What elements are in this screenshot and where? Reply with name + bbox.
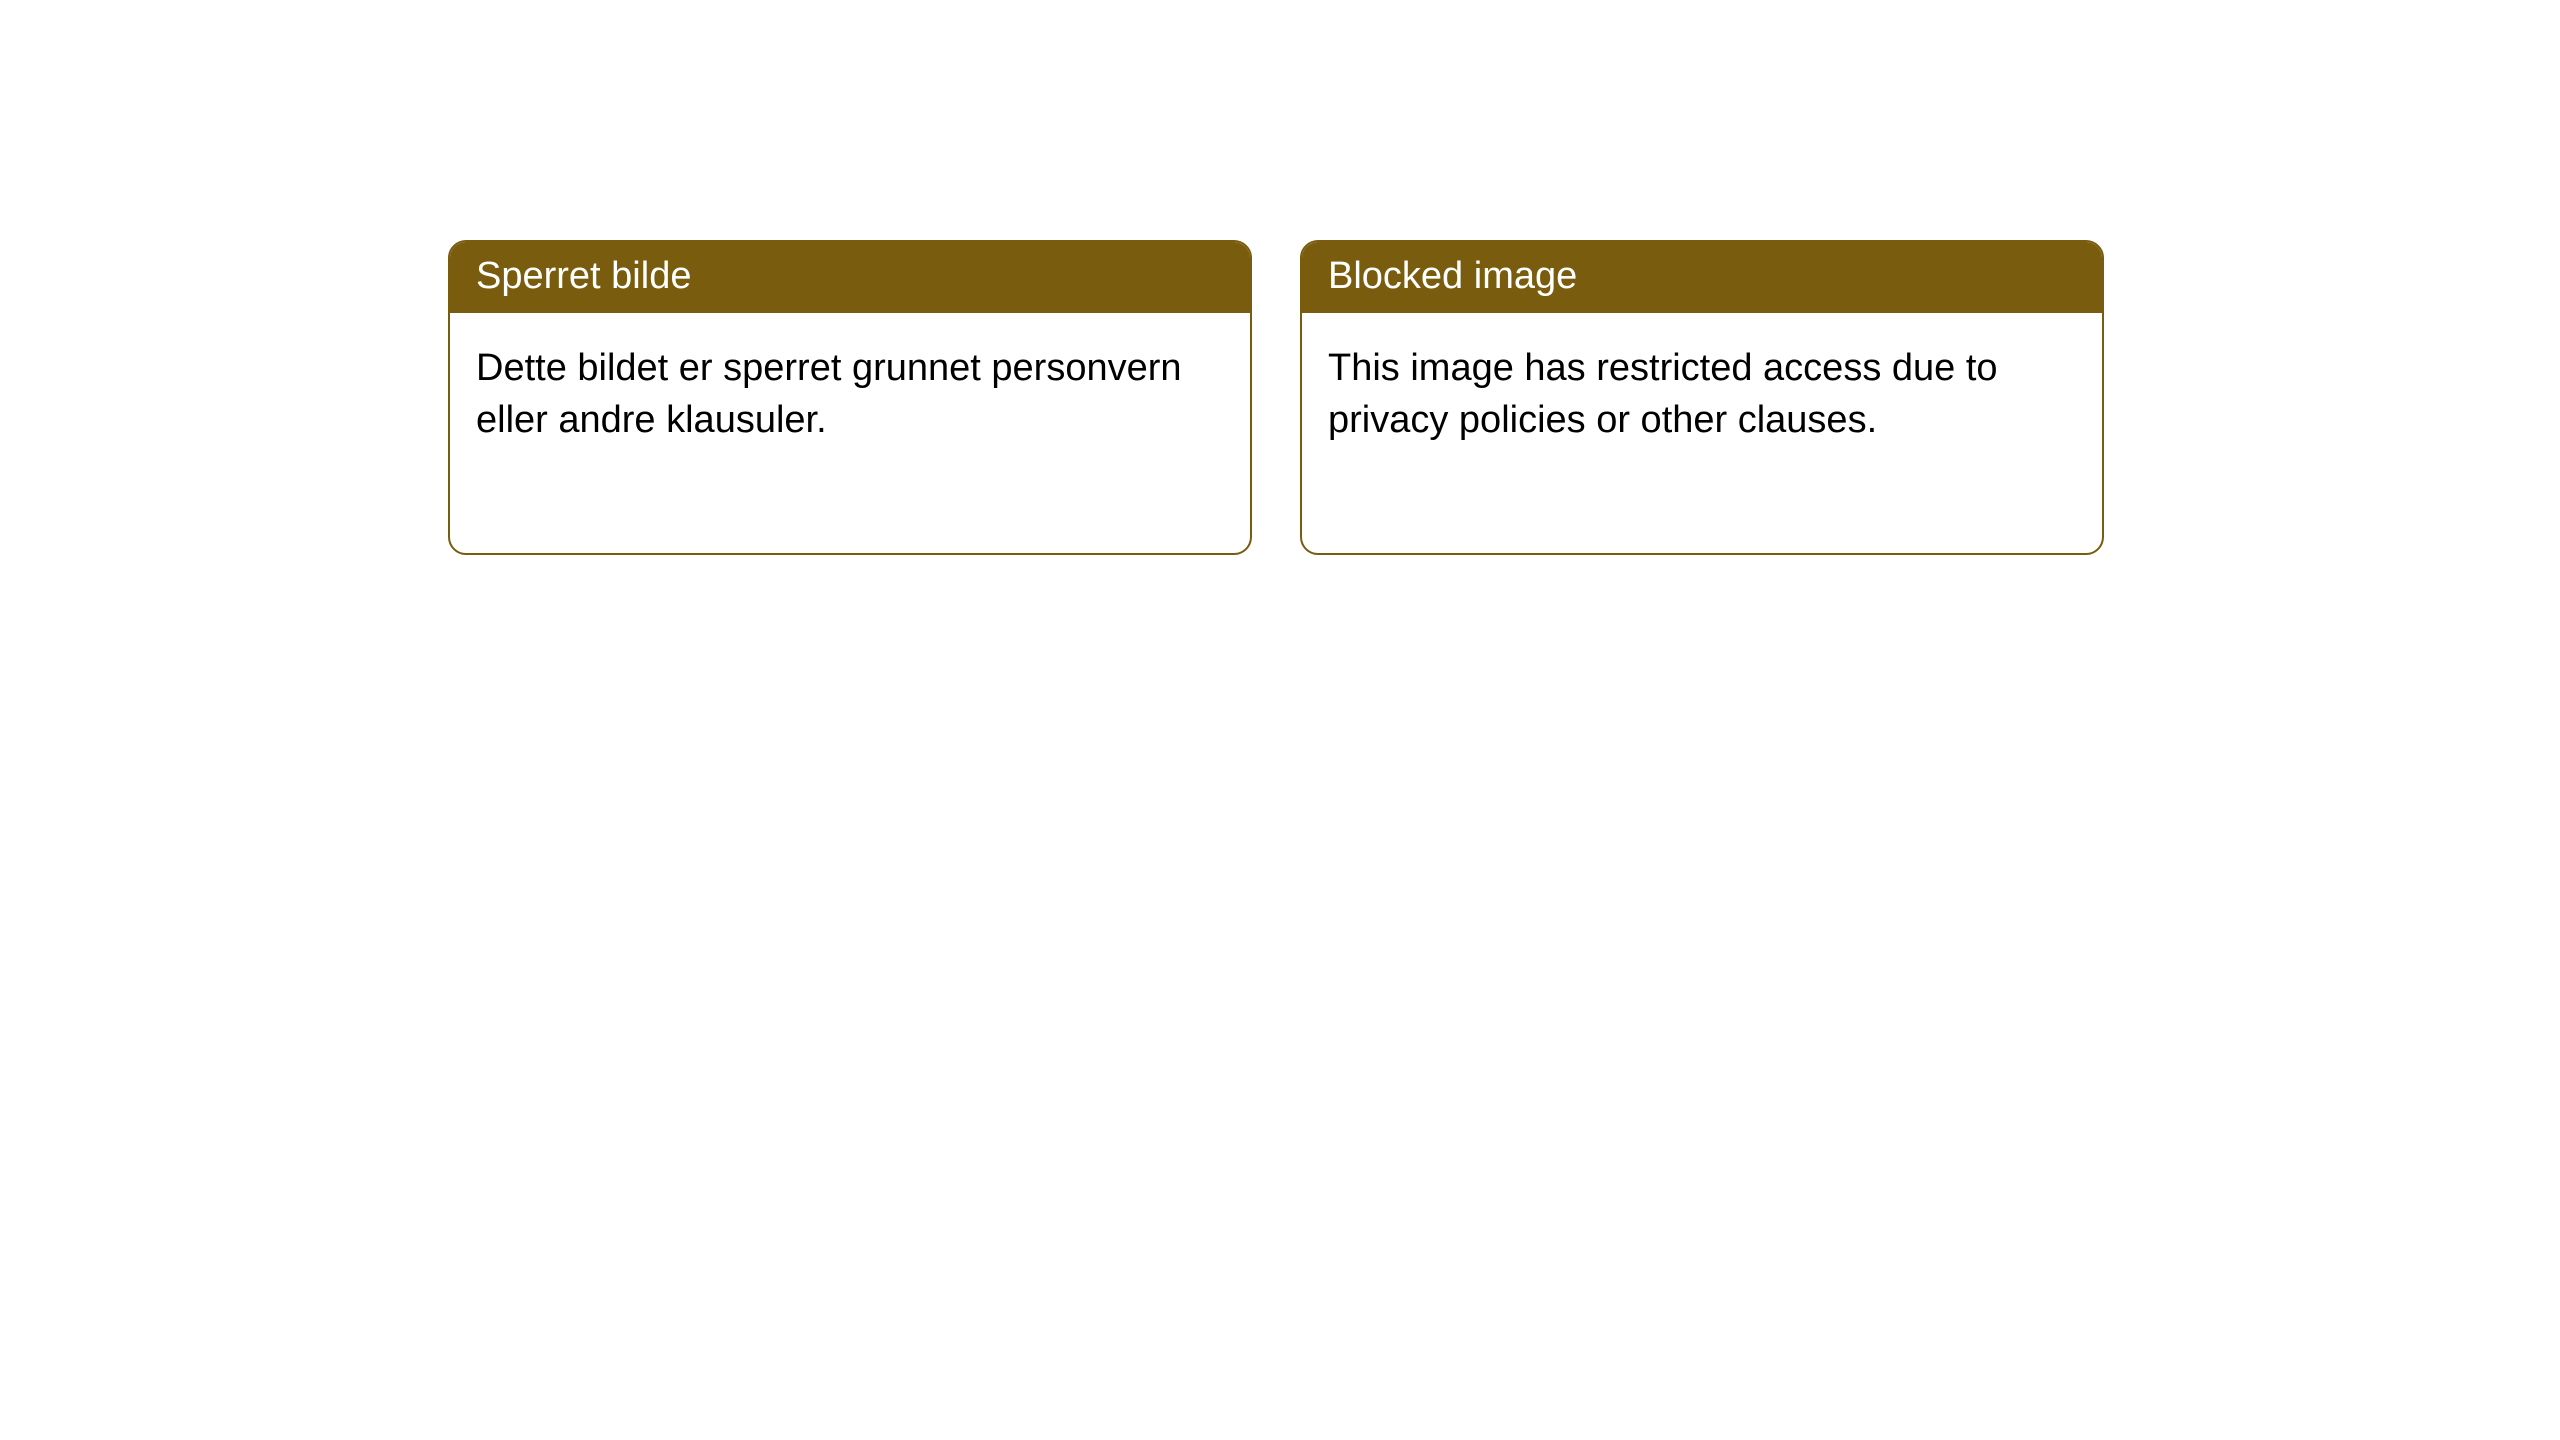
notice-body: Dette bildet er sperret grunnet personve… — [450, 313, 1250, 553]
notice-card-norwegian: Sperret bilde Dette bildet er sperret gr… — [448, 240, 1252, 555]
notice-card-english: Blocked image This image has restricted … — [1300, 240, 2104, 555]
notice-container: Sperret bilde Dette bildet er sperret gr… — [0, 0, 2560, 555]
notice-header: Sperret bilde — [450, 242, 1250, 313]
notice-header: Blocked image — [1302, 242, 2102, 313]
notice-body: This image has restricted access due to … — [1302, 313, 2102, 553]
